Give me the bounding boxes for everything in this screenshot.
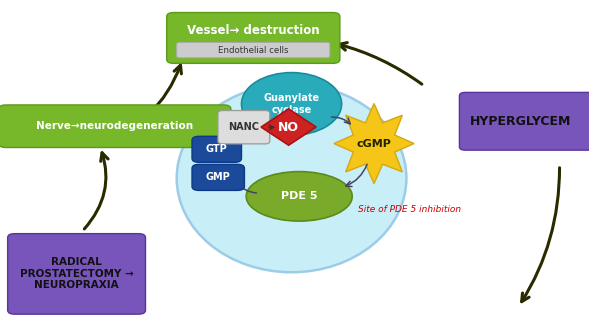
Ellipse shape — [177, 84, 406, 272]
Ellipse shape — [241, 73, 342, 135]
Text: GMP: GMP — [206, 172, 231, 182]
Text: Endothelial cells: Endothelial cells — [218, 46, 289, 54]
Text: NANC: NANC — [229, 122, 259, 132]
Polygon shape — [334, 104, 414, 183]
Text: GTP: GTP — [206, 144, 227, 154]
FancyBboxPatch shape — [0, 105, 231, 148]
FancyBboxPatch shape — [192, 136, 241, 162]
Text: NO: NO — [278, 120, 299, 134]
Text: HYPERGLYCEM: HYPERGLYCEM — [470, 115, 571, 128]
Text: Site of PDE 5 inhibition: Site of PDE 5 inhibition — [358, 205, 461, 214]
FancyBboxPatch shape — [167, 13, 340, 63]
Text: cGMP: cGMP — [356, 139, 392, 148]
FancyBboxPatch shape — [218, 111, 270, 144]
Text: Vessel→ destruction: Vessel→ destruction — [187, 24, 320, 37]
Polygon shape — [261, 109, 316, 145]
FancyBboxPatch shape — [459, 92, 589, 150]
Text: Nerve→neurodegeneration: Nerve→neurodegeneration — [37, 121, 193, 131]
Text: RADICAL
PROSTATECTOMY →
NEUROPRAXIA: RADICAL PROSTATECTOMY → NEUROPRAXIA — [19, 257, 134, 290]
FancyBboxPatch shape — [177, 43, 330, 58]
FancyBboxPatch shape — [8, 234, 145, 314]
Text: Guanylate
cyclase: Guanylate cyclase — [263, 93, 320, 115]
Ellipse shape — [246, 172, 352, 221]
FancyBboxPatch shape — [192, 164, 244, 190]
Text: PDE 5: PDE 5 — [281, 191, 317, 201]
